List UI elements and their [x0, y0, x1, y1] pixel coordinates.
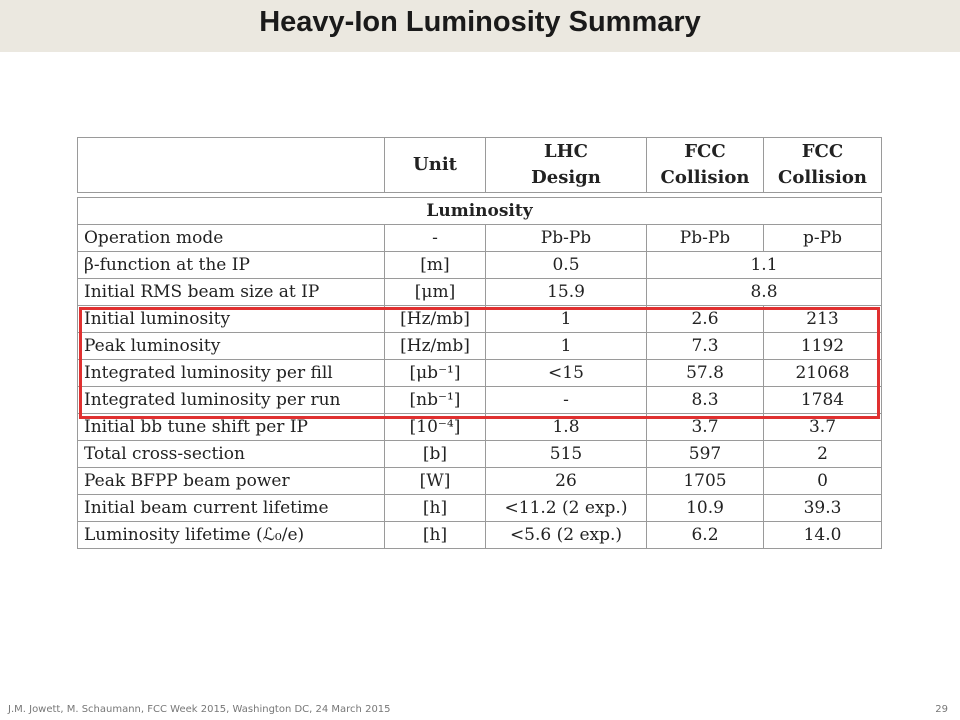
table-row: β-function at the IP [m] 0.5 1.1 [77, 251, 882, 279]
fcc-pbpb-cell: 57.8 [646, 359, 764, 387]
fcc-ppb-cell: 1784 [763, 386, 882, 414]
fcc-ppb-cell: 14.0 [763, 521, 882, 549]
fcc-ppb-cell: 213 [763, 305, 882, 333]
unit-cell: [nb⁻¹] [384, 386, 486, 414]
footer-credit: J.M. Jowett, M. Schaumann, FCC Week 2015… [8, 704, 391, 715]
table-row: Operation mode - Pb-Pb Pb-Pb p-Pb [77, 224, 882, 252]
lhc-cell: - [485, 386, 647, 414]
unit-cell: [10⁻⁴] [384, 413, 486, 441]
table-row: Initial beam current lifetime [h] <11.2 … [77, 494, 882, 522]
lhc-cell: 1 [485, 305, 647, 333]
unit-cell: [Hz/mb] [384, 332, 486, 360]
param-cell: Integrated luminosity per fill [77, 359, 385, 387]
unit-cell: [b] [384, 440, 486, 468]
header-line: LHC Design [531, 141, 601, 188]
param-cell: Integrated luminosity per run [77, 386, 385, 414]
lhc-cell: Pb-Pb [485, 224, 647, 252]
fcc-merged-cell: 1.1 [646, 251, 882, 279]
header-cell: FCC Collision [763, 137, 882, 193]
section-title: Luminosity [77, 197, 882, 225]
fcc-pbpb-cell: 597 [646, 440, 764, 468]
fcc-pbpb-cell: 8.3 [646, 386, 764, 414]
table-row: Peak BFPP beam power [W] 26 1705 0 [77, 467, 882, 495]
header-cell: LHC Design [485, 137, 647, 193]
unit-cell: [h] [384, 521, 486, 549]
unit-cell: [m] [384, 251, 486, 279]
table-row: Total cross-section [b] 515 597 2 [77, 440, 882, 468]
fcc-pbpb-cell: 7.3 [646, 332, 764, 360]
fcc-merged-cell: 8.8 [646, 278, 882, 306]
param-cell: Peak BFPP beam power [77, 467, 385, 495]
unit-cell: [μm] [384, 278, 486, 306]
table-row: Luminosity lifetime (ℒ₀/e) [h] <5.6 (2 e… [77, 521, 882, 549]
table-row: Initial bb tune shift per IP [10⁻⁴] 1.8 … [77, 413, 882, 441]
lhc-cell: 515 [485, 440, 647, 468]
table-row: Initial luminosity [Hz/mb] 1 2.6 213 [77, 305, 882, 333]
param-cell: Peak luminosity [77, 332, 385, 360]
unit-cell: [μb⁻¹] [384, 359, 486, 387]
header-cell: Unit [384, 137, 486, 193]
lhc-cell: 15.9 [485, 278, 647, 306]
unit-cell: [h] [384, 494, 486, 522]
luminosity-table: Unit LHC Design FCC Collision FCC Collis… [77, 137, 882, 549]
param-cell: β-function at the IP [77, 251, 385, 279]
param-cell: Luminosity lifetime (ℒ₀/e) [77, 521, 385, 549]
table-row: Peak luminosity [Hz/mb] 1 7.3 1192 [77, 332, 882, 360]
lhc-cell: 26 [485, 467, 647, 495]
header-line: FCC Collision [660, 141, 750, 188]
param-cell: Operation mode [77, 224, 385, 252]
param-cell: Initial beam current lifetime [77, 494, 385, 522]
param-cell: Initial RMS beam size at IP [77, 278, 385, 306]
header-cell: FCC Collision [646, 137, 764, 193]
param-cell: Initial bb tune shift per IP [77, 413, 385, 441]
page-number: 29 [935, 704, 948, 715]
title-band [0, 0, 960, 52]
table-row: Integrated luminosity per run [nb⁻¹] - 8… [77, 386, 882, 414]
unit-cell: [Hz/mb] [384, 305, 486, 333]
fcc-pbpb-cell: Pb-Pb [646, 224, 764, 252]
lhc-cell: 1.8 [485, 413, 647, 441]
lhc-cell: <5.6 (2 exp.) [485, 521, 647, 549]
fcc-ppb-cell: 3.7 [763, 413, 882, 441]
table-row: Integrated luminosity per fill [μb⁻¹] <1… [77, 359, 882, 387]
table-header-row: Unit LHC Design FCC Collision FCC Collis… [77, 137, 882, 193]
fcc-ppb-cell: 0 [763, 467, 882, 495]
fcc-ppb-cell: p-Pb [763, 224, 882, 252]
slide-title: Heavy-Ion Luminosity Summary [259, 6, 701, 38]
fcc-ppb-cell: 21068 [763, 359, 882, 387]
fcc-pbpb-cell: 1705 [646, 467, 764, 495]
fcc-pbpb-cell: 2.6 [646, 305, 764, 333]
param-cell: Total cross-section [77, 440, 385, 468]
lhc-cell: 0.5 [485, 251, 647, 279]
unit-cell: [W] [384, 467, 486, 495]
lhc-cell: 1 [485, 332, 647, 360]
unit-cell: - [384, 224, 486, 252]
fcc-ppb-cell: 2 [763, 440, 882, 468]
table-row: Initial RMS beam size at IP [μm] 15.9 8.… [77, 278, 882, 306]
param-cell: Initial luminosity [77, 305, 385, 333]
header-cell [77, 137, 385, 193]
lhc-cell: <15 [485, 359, 647, 387]
lhc-cell: <11.2 (2 exp.) [485, 494, 647, 522]
fcc-pbpb-cell: 10.9 [646, 494, 764, 522]
section-row: Luminosity [77, 197, 882, 225]
fcc-pbpb-cell: 6.2 [646, 521, 764, 549]
fcc-pbpb-cell: 3.7 [646, 413, 764, 441]
fcc-ppb-cell: 39.3 [763, 494, 882, 522]
header-line: FCC Collision [778, 141, 867, 188]
fcc-ppb-cell: 1192 [763, 332, 882, 360]
